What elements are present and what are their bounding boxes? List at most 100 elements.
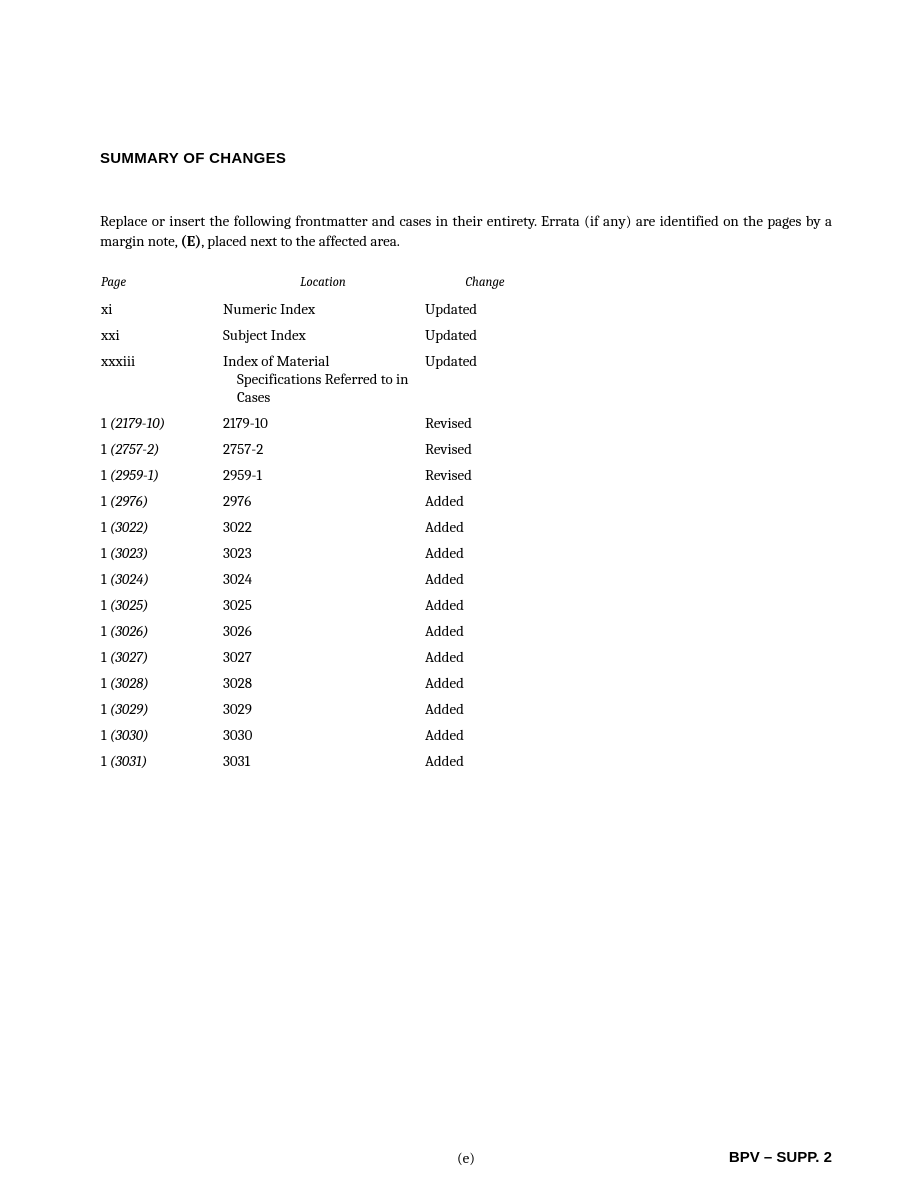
location-text: Index of Material	[223, 352, 329, 370]
page-reference: (3022)	[110, 518, 149, 536]
cell-change: Added	[424, 566, 546, 592]
page-prefix: 1	[101, 414, 110, 432]
location-text: 3024	[223, 570, 252, 588]
page-prefix: xi	[101, 300, 112, 318]
page-prefix: xxxiii	[101, 352, 135, 370]
cell-change: Added	[424, 488, 546, 514]
footer-page-number: (e)	[100, 1149, 832, 1167]
page-prefix: 1	[101, 726, 110, 744]
intro-text-2: , placed next to the affected area.	[201, 232, 400, 250]
header-location: Location	[222, 274, 424, 296]
header-change: Change	[424, 274, 546, 296]
cell-page: xxi	[100, 322, 222, 348]
table-row: 1 (3031)3031Added	[100, 748, 546, 774]
location-text: 2976	[223, 492, 251, 510]
page-prefix: 1	[101, 622, 110, 640]
changes-table: Page Location Change xi Numeric Index Upda…	[100, 274, 546, 774]
location-text: 2757-2	[223, 440, 263, 458]
cell-page: 1 (3029)	[100, 696, 222, 722]
cell-page: 1 (3030)	[100, 722, 222, 748]
page-reference: (2959-1)	[110, 466, 159, 484]
table-row: 1 (3023)3023Added	[100, 540, 546, 566]
page-reference: (2179-10)	[110, 414, 165, 432]
cell-change: Added	[424, 748, 546, 774]
cell-location: 3024	[222, 566, 424, 592]
cell-page: 1 (2976)	[100, 488, 222, 514]
cell-page: 1 (3026)	[100, 618, 222, 644]
location-text: 3023	[223, 544, 252, 562]
location-text: 3027	[223, 648, 252, 666]
cell-location: Index of MaterialSpecifications Referred…	[222, 348, 424, 410]
cell-change: Added	[424, 592, 546, 618]
location-text-cont: Specifications Referred to in Cases	[223, 370, 423, 406]
cell-location: 3023	[222, 540, 424, 566]
location-text: 3025	[223, 596, 252, 614]
table-row: 1 (3025) 3025 Added	[100, 592, 546, 618]
cell-change: Added	[424, 670, 546, 696]
cell-change: Added	[424, 514, 546, 540]
page-prefix: 1	[101, 700, 110, 718]
location-text: 3029	[223, 700, 252, 718]
cell-location: 3025	[222, 592, 424, 618]
table-row: xxxiii Index of MaterialSpecifications Re…	[100, 348, 546, 410]
page-title: SUMMARY OF CHANGES	[100, 150, 832, 167]
cell-location: 3026	[222, 618, 424, 644]
cell-location: Subject Index	[222, 322, 424, 348]
cell-page: 1 (2179-10)	[100, 410, 222, 436]
location-text: 3030	[223, 726, 252, 744]
page-reference: (3025)	[110, 596, 149, 614]
page-reference: (3028)	[110, 674, 149, 692]
cell-location: 3029	[222, 696, 424, 722]
cell-change: Updated	[424, 348, 546, 410]
cell-page: 1 (3028)	[100, 670, 222, 696]
page-reference: (3026)	[110, 622, 149, 640]
location-text: 3031	[223, 752, 250, 770]
cell-change: Revised	[424, 436, 546, 462]
table-row: 1 (3028)3028Added	[100, 670, 546, 696]
table-row: 1 (3027)3027 Added	[100, 644, 546, 670]
cell-location: 3022	[222, 514, 424, 540]
page-reference: (3029)	[110, 700, 149, 718]
page-reference: (3027)	[110, 648, 149, 666]
table-row: xi Numeric Index Updated	[100, 296, 546, 322]
intro-errata-marker: (E)	[181, 232, 202, 250]
cell-change: Updated	[424, 296, 546, 322]
location-text: Numeric Index	[223, 300, 315, 318]
page-prefix: 1	[101, 518, 110, 536]
cell-location: 3027	[222, 644, 424, 670]
page-prefix: 1	[101, 752, 110, 770]
page-reference: (2976)	[110, 492, 149, 510]
table-row: 1 (2757-2)2757-2Revised	[100, 436, 546, 462]
table-row: 1 (2959-1) 2959-1Revised	[100, 462, 546, 488]
cell-change: Revised	[424, 462, 546, 488]
page-prefix: 1	[101, 466, 110, 484]
cell-page: xi	[100, 296, 222, 322]
cell-change: Revised	[424, 410, 546, 436]
cell-page: 1 (3031)	[100, 748, 222, 774]
cell-location: 3028	[222, 670, 424, 696]
table-row: 1 (3029)3029Added	[100, 696, 546, 722]
page-reference: (3031)	[110, 752, 148, 770]
footer-doc-id: BPV – SUPP. 2	[729, 1149, 832, 1166]
page-prefix: 1	[101, 674, 110, 692]
cell-location: Numeric Index	[222, 296, 424, 322]
cell-location: 2959-1	[222, 462, 424, 488]
cell-location: 2179-10	[222, 410, 424, 436]
table-row: 1 (3026)3026Added	[100, 618, 546, 644]
cell-change: Added	[424, 540, 546, 566]
page-prefix: 1	[101, 596, 110, 614]
cell-location: 3031	[222, 748, 424, 774]
table-row: xxiSubject IndexUpdated	[100, 322, 546, 348]
header-page: Page	[100, 274, 222, 296]
cell-page: 1 (3027)	[100, 644, 222, 670]
cell-page: xxxiii	[100, 348, 222, 410]
cell-page: 1 (3022)	[100, 514, 222, 540]
page-prefix: 1	[101, 492, 110, 510]
cell-change: Added	[424, 644, 546, 670]
cell-location: 2757-2	[222, 436, 424, 462]
cell-location: 2976	[222, 488, 424, 514]
page-reference: (3024)	[110, 570, 149, 588]
table-row: 1 (3030)3030Added	[100, 722, 546, 748]
cell-page: 1 (3024)	[100, 566, 222, 592]
page-prefix: xxi	[101, 326, 120, 344]
